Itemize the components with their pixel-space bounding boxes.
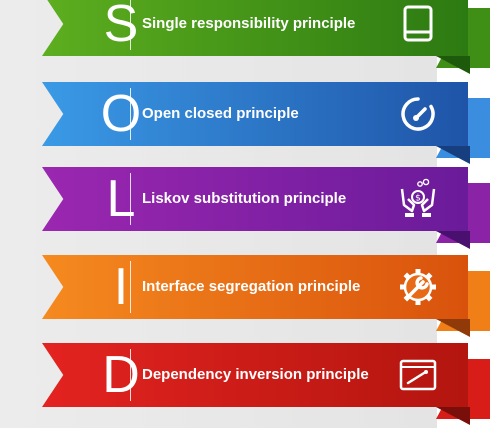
browser-window-icon — [396, 353, 440, 397]
divider-line — [130, 173, 131, 225]
principle-banner: D Dependency inversion principle — [42, 343, 468, 407]
hands-coin-icon: $ — [396, 177, 440, 221]
principle-row: I Interface segregation principle — [0, 255, 490, 337]
principle-banner: I Interface segregation principle — [42, 255, 468, 319]
principle-letter: I — [113, 258, 129, 316]
speedometer-icon — [396, 92, 440, 136]
principle-row: O Open closed principle — [0, 82, 490, 164]
principle-banner: O Open closed principle — [42, 82, 468, 146]
principle-banner: L Liskov substitution principle $ — [42, 167, 468, 231]
book-icon — [396, 2, 440, 46]
principle-label: Open closed principle — [142, 105, 299, 122]
principle-letter: S — [103, 0, 139, 53]
principle-letter: O — [100, 85, 142, 143]
principle-letter: D — [102, 346, 140, 404]
principle-label: Interface segregation principle — [142, 278, 361, 295]
principle-label: Single responsibility principle — [142, 15, 356, 32]
svg-text:$: $ — [415, 194, 421, 204]
principle-banner: S Single responsibility principle — [42, 0, 468, 56]
principle-row: D Dependency inversion principle — [0, 343, 490, 425]
divider-line — [130, 349, 131, 401]
principle-label: Dependency inversion principle — [142, 366, 369, 383]
principle-label: Liskov substitution principle — [142, 190, 347, 207]
divider-line — [130, 88, 131, 140]
principle-row: S Single responsibility principle — [0, 0, 490, 80]
divider-line — [130, 0, 131, 50]
divider-line — [130, 261, 131, 313]
gear-wrench-icon — [396, 265, 440, 309]
principle-row: L Liskov substitution principle $ — [0, 167, 490, 249]
